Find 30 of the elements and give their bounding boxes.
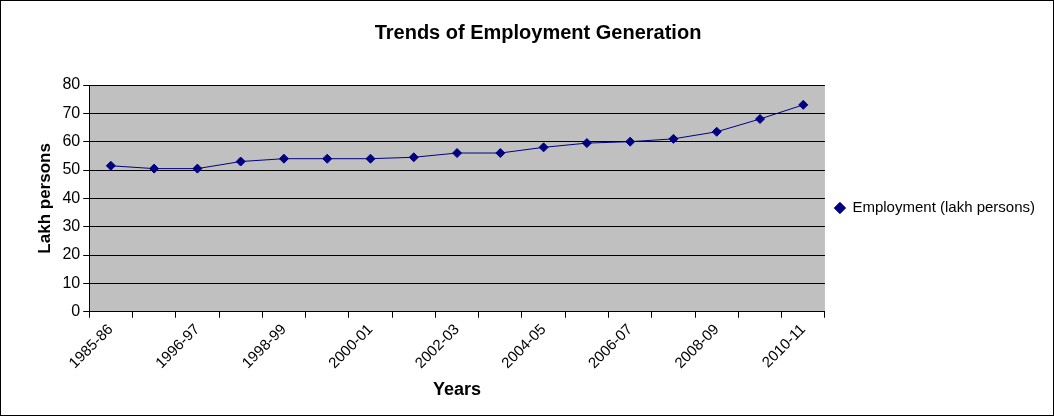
chart-title: Trends of Employment Generation	[374, 20, 702, 43]
point	[625, 136, 636, 147]
y-tick-label: 40	[62, 188, 81, 206]
point	[322, 153, 333, 164]
point	[235, 156, 246, 167]
point	[581, 138, 592, 149]
point	[538, 142, 549, 153]
y-tick-label: 30	[62, 217, 81, 235]
legend-label: Employment (lakh persons)	[852, 198, 1036, 216]
point	[408, 152, 419, 163]
point	[365, 153, 376, 164]
y-tick-label: 80	[62, 75, 81, 93]
point	[192, 163, 203, 174]
point	[668, 133, 679, 144]
point	[105, 160, 116, 171]
y-tick-label: 50	[62, 160, 81, 178]
point	[755, 114, 766, 125]
point	[278, 153, 289, 164]
y-tick-label: 20	[62, 245, 81, 263]
y-axis-title: Lakh persons	[34, 143, 54, 254]
y-tick-label: 10	[62, 273, 81, 291]
y-tick-label: 0	[71, 302, 81, 320]
y-tick-label: 70	[62, 103, 81, 121]
point	[798, 99, 809, 110]
y-tick-label: 60	[62, 132, 81, 150]
point	[149, 163, 160, 174]
x-axis-title: Years	[433, 379, 482, 400]
point	[711, 126, 722, 137]
point	[452, 148, 463, 159]
point	[495, 148, 506, 159]
